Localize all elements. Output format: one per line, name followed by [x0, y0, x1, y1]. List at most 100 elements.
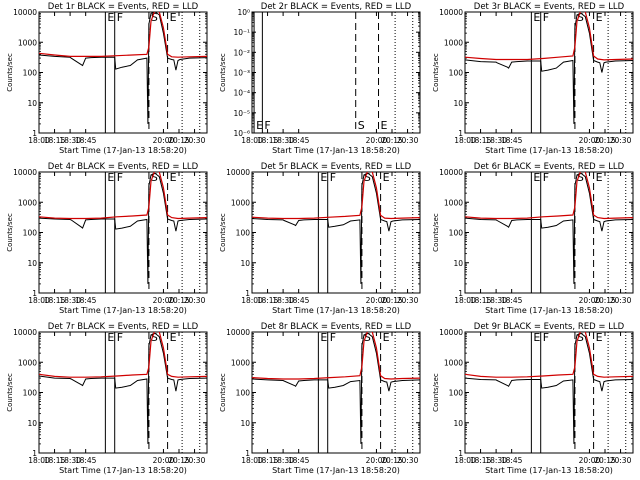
event-marker-label: E	[596, 331, 603, 344]
y-tick-label: 10000	[226, 328, 250, 337]
y-tick-label: 1	[458, 449, 463, 458]
y-tick-label: 10000	[13, 8, 37, 17]
x-axis-label: Start Time (17-Jan-13 18:58:20)	[59, 466, 187, 475]
event-marker-label: F	[543, 331, 549, 344]
x-tick-label: 18:15	[44, 136, 66, 145]
x-tick-label: 18:45	[288, 456, 310, 465]
lld-series-line	[465, 12, 633, 61]
y-tick-label: 10000	[439, 8, 463, 17]
x-tick-label: 20:00	[153, 136, 175, 145]
event-marker-label: E	[383, 331, 390, 344]
y-tick-label: 1000	[444, 358, 463, 367]
lld-series-line	[39, 172, 207, 220]
event-marker-label: E	[383, 171, 390, 184]
event-marker-label: F	[117, 171, 123, 184]
chart-panel-5: Det 5r BLACK = Events, RED = LLD Counts/s…	[219, 162, 421, 315]
x-tick-label: 18:45	[75, 456, 97, 465]
lld-series-line	[465, 332, 633, 378]
events-series-line	[465, 172, 633, 284]
event-marker-label: F	[117, 11, 123, 24]
lld-series-line	[39, 12, 207, 58]
y-tick-label: 1000	[444, 198, 463, 207]
x-tick-label: 20:00	[366, 456, 388, 465]
x-tick-label: 18:00	[454, 296, 476, 305]
event-marker-label: E	[596, 171, 603, 184]
x-tick-label: 18:45	[501, 456, 523, 465]
chart-title: Det 5r BLACK = Events, RED = LLD	[261, 162, 412, 172]
x-tick-label: 18:30	[485, 456, 507, 465]
chart-title: Det 4r BLACK = Events, RED = LLD	[48, 162, 199, 172]
x-tick-label: 20:30	[610, 296, 632, 305]
event-marker-label: E	[107, 11, 114, 24]
x-tick-label: 18:30	[59, 136, 81, 145]
event-marker-label: E	[107, 171, 114, 184]
chart-title: Det 8r BLACK = Events, RED = LLD	[261, 322, 412, 332]
y-tick-label: 10	[453, 99, 463, 108]
events-series-line	[465, 332, 633, 444]
x-tick-label: 18:30	[272, 296, 294, 305]
x-tick-label: 18:15	[257, 136, 279, 145]
event-marker-label: E	[533, 11, 540, 24]
y-axis-label: Counts/sec	[432, 213, 440, 252]
x-tick-label: 18:00	[454, 136, 476, 145]
x-tick-label: 20:15	[381, 136, 403, 145]
x-axis-label: Start Time (17-Jan-13 18:58:20)	[485, 466, 613, 475]
event-marker-label: E	[170, 331, 177, 344]
x-tick-label: 18:15	[257, 456, 279, 465]
event-marker-label: S	[364, 331, 371, 344]
x-tick-label: 20:00	[153, 456, 175, 465]
y-tick-label: 1	[32, 129, 37, 138]
event-marker-label: F	[330, 331, 336, 344]
x-tick-label: 20:30	[610, 136, 632, 145]
y-tick-label: 1	[245, 289, 250, 298]
x-tick-label: 20:00	[366, 296, 388, 305]
event-marker-label: F	[117, 331, 123, 344]
event-marker-label: E	[533, 331, 540, 344]
event-marker-label: E	[320, 171, 327, 184]
event-marker-label: S	[358, 119, 365, 132]
x-tick-label: 20:30	[184, 136, 206, 145]
x-tick-label: 18:00	[241, 456, 263, 465]
events-series-line	[465, 12, 633, 124]
chart-panel-2: Det 2r BLACK = Events, RED = LLD Counts/s…	[219, 2, 421, 155]
y-tick-label: 1000	[18, 38, 37, 47]
x-tick-label: 20:00	[579, 136, 601, 145]
x-tick-label: 18:00	[454, 456, 476, 465]
chart-title: Det 3r BLACK = Events, RED = LLD	[474, 2, 625, 12]
y-tick-label: 10	[27, 99, 37, 108]
event-marker-label: F	[543, 171, 549, 184]
y-axis-label: Counts/sec	[219, 213, 227, 252]
lld-series-line	[252, 332, 420, 380]
x-tick-label: 20:30	[184, 296, 206, 305]
x-tick-label: 18:00	[241, 136, 263, 145]
chart-panel-4: Det 4r BLACK = Events, RED = LLD Counts/s…	[6, 162, 208, 315]
x-tick-label: 20:00	[153, 296, 175, 305]
event-marker-label: E	[256, 119, 263, 132]
y-tick-label: 100	[449, 389, 464, 398]
x-tick-label: 20:15	[168, 136, 190, 145]
y-tick-label: 10⁻⁶	[233, 129, 250, 138]
x-axis-label: Start Time (17-Jan-13 18:58:20)	[59, 306, 187, 315]
y-tick-label: 10⁻⁴	[233, 89, 250, 98]
events-series-line	[39, 12, 207, 124]
x-tick-label: 20:30	[184, 456, 206, 465]
y-tick-label: 1	[32, 289, 37, 298]
x-axis-label: Start Time (17-Jan-13 18:58:20)	[485, 306, 613, 315]
y-tick-label: 100	[449, 69, 464, 78]
x-tick-label: 18:45	[288, 296, 310, 305]
lld-series-line	[465, 172, 633, 220]
event-marker-label: S	[151, 331, 158, 344]
x-axis-label: Start Time (17-Jan-13 18:58:20)	[272, 146, 400, 155]
event-marker-label: E	[170, 171, 177, 184]
x-tick-label: 18:45	[75, 296, 97, 305]
chart-title: Det 7r BLACK = Events, RED = LLD	[48, 322, 199, 332]
x-tick-label: 18:15	[470, 456, 492, 465]
y-axis-label: Counts/sec	[432, 373, 440, 412]
y-tick-label: 10	[240, 419, 250, 428]
x-tick-label: 18:00	[28, 456, 50, 465]
y-tick-label: 100	[23, 69, 38, 78]
x-tick-label: 20:15	[594, 456, 616, 465]
y-tick-label: 100	[23, 229, 38, 238]
lld-series-line	[252, 172, 420, 220]
